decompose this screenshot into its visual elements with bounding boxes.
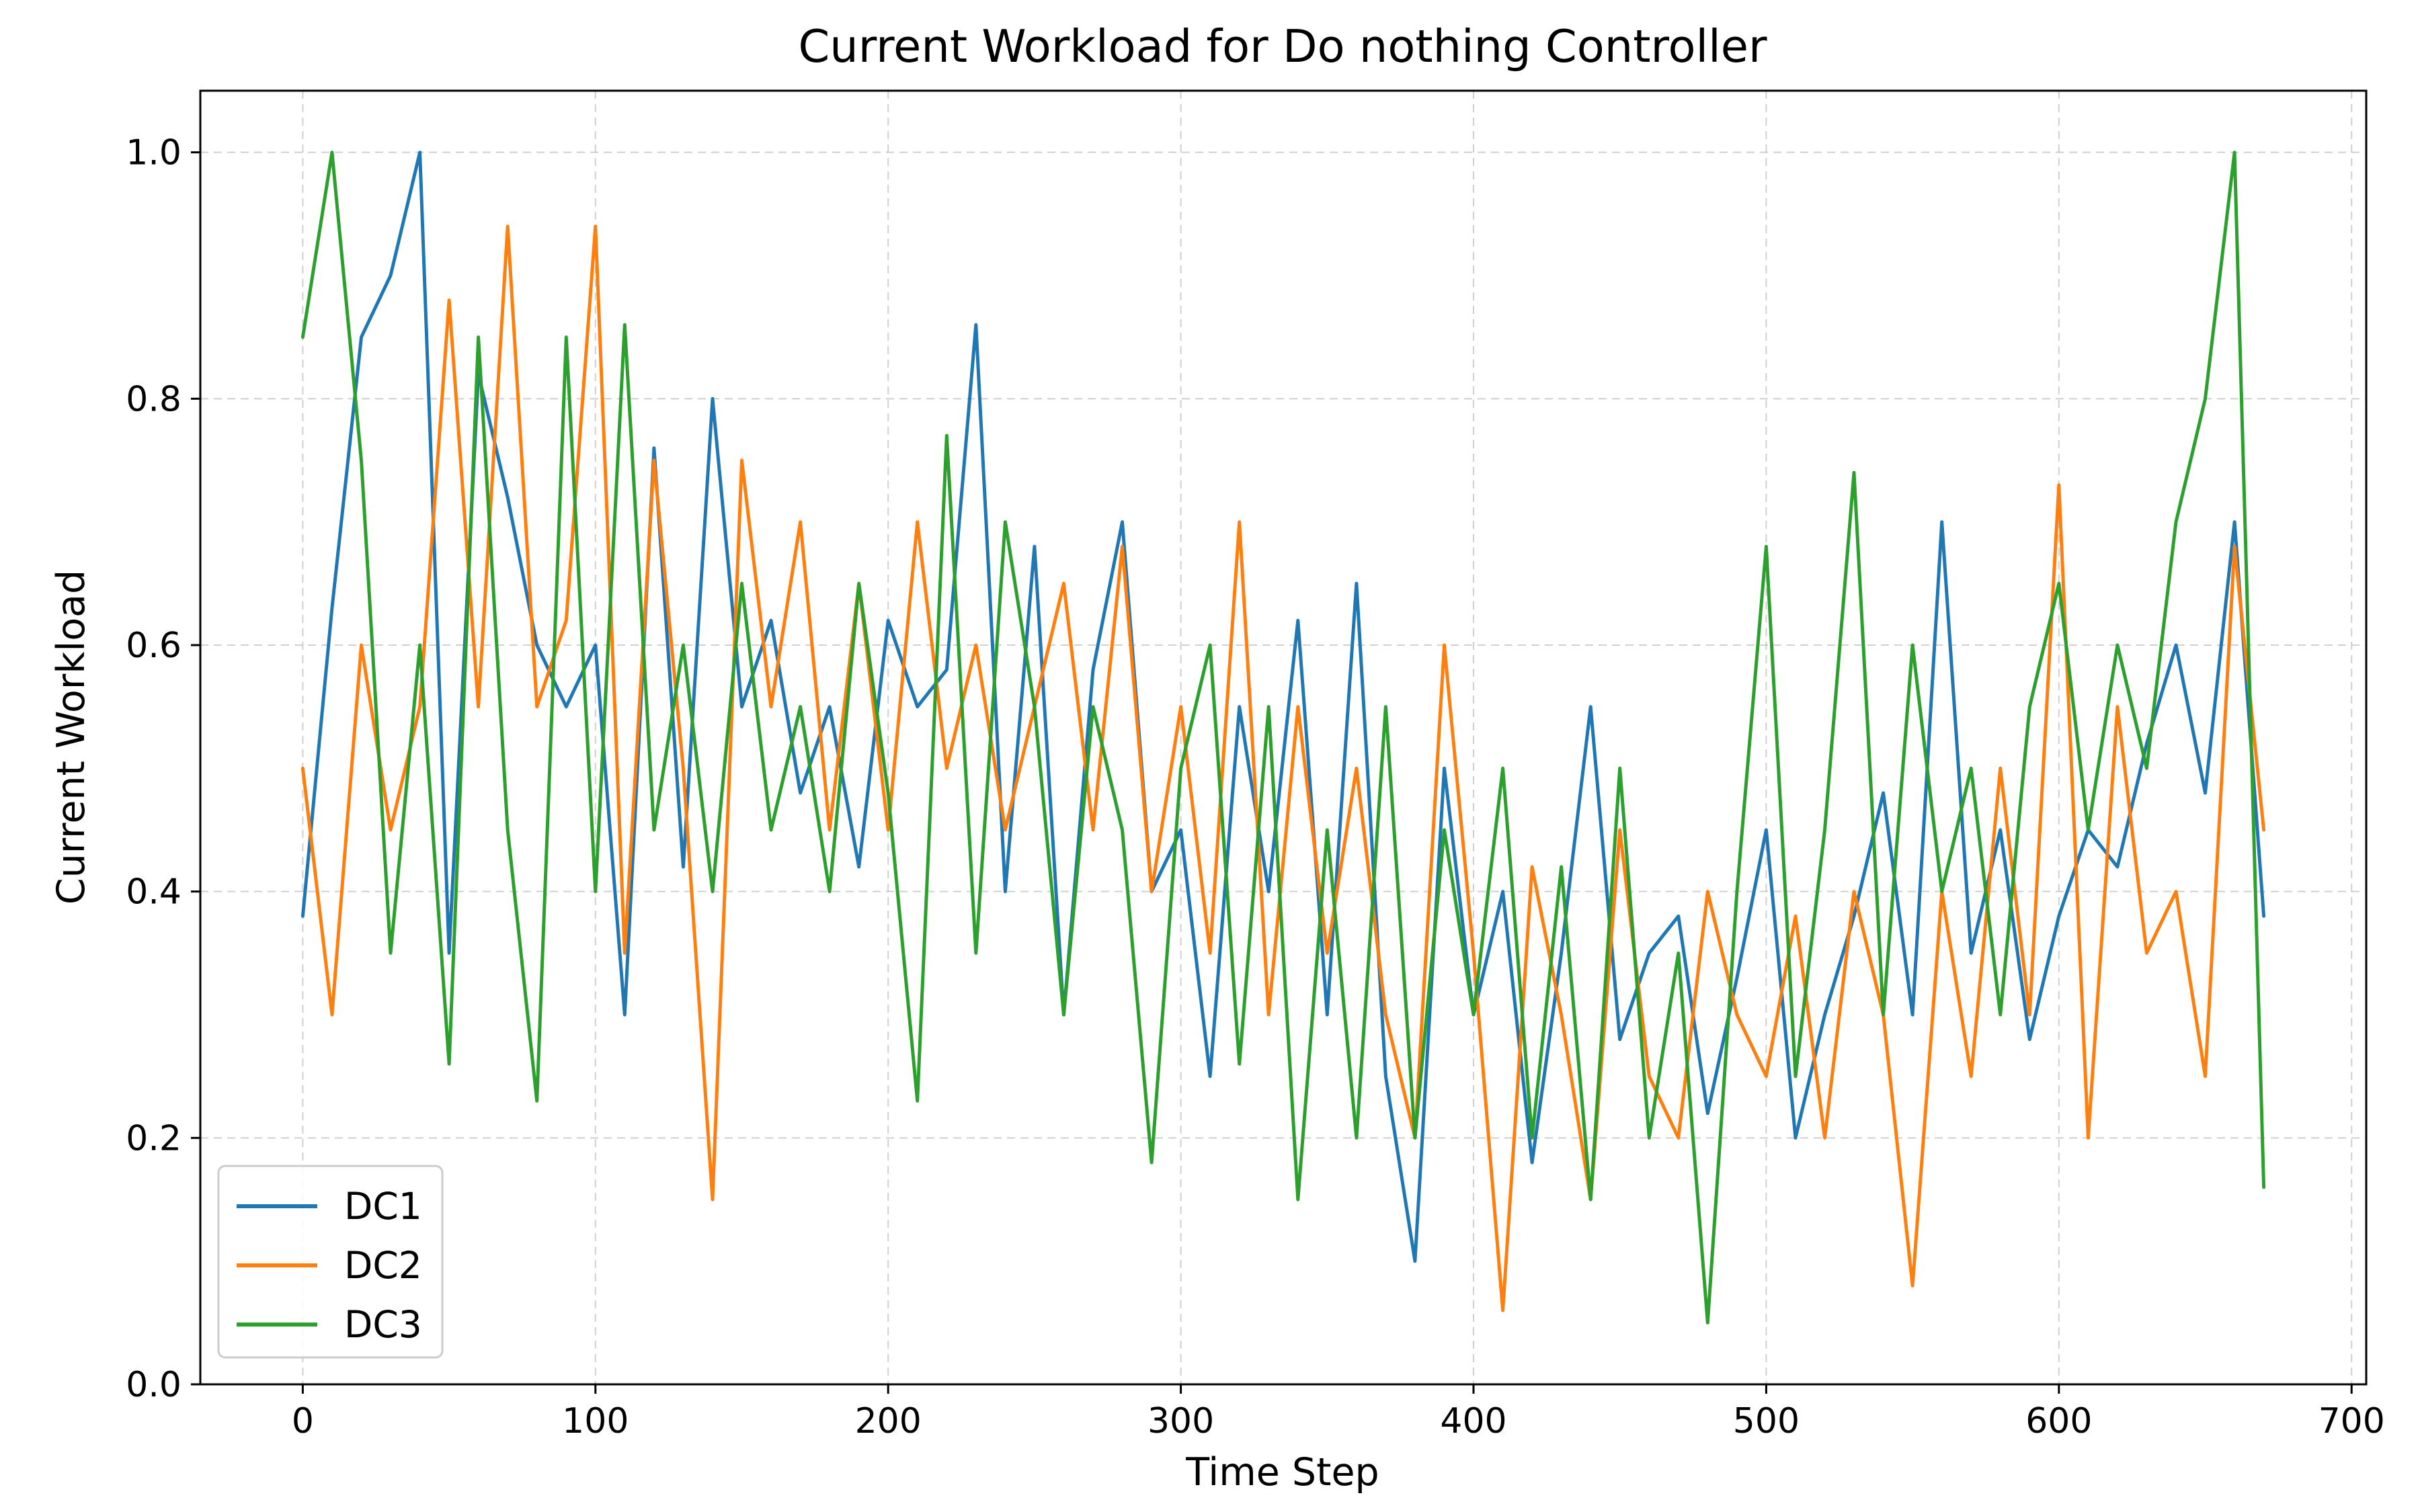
x-tick-label: 200 — [855, 1401, 922, 1441]
y-tick-label: 1.0 — [126, 133, 182, 173]
y-tick-label: 0.6 — [126, 626, 182, 666]
x-tick-label: 600 — [2025, 1401, 2092, 1441]
x-tick-label: 100 — [562, 1401, 629, 1441]
series-layer — [300, 151, 2266, 1325]
legend-label-dc3: DC3 — [344, 1303, 422, 1346]
x-axis-label: Time Step — [1185, 1450, 1379, 1495]
y-tick-label: 0.0 — [126, 1365, 182, 1405]
legend-box — [217, 1165, 444, 1359]
legend: DC1 DC2 DC3 — [217, 1165, 444, 1359]
plot-frame — [199, 89, 2368, 1386]
series-line-dc2 — [300, 224, 2266, 1312]
y-tick-label: 0.8 — [126, 379, 182, 419]
chart-title: Current Workload for Do nothing Controll… — [798, 20, 1767, 73]
ticks-layer: 0 100 200 300 400 500 600 700 0.0 0.2 0.4 0.6 0.8 1.0 — [126, 133, 2385, 1441]
y-tick-label: 0.4 — [126, 872, 182, 913]
y-axis-label: Current Workload — [49, 570, 93, 905]
x-tick-label: 500 — [1733, 1401, 1800, 1441]
x-tick-label: 400 — [1440, 1401, 1506, 1441]
legend-label-dc2: DC2 — [344, 1244, 422, 1287]
x-tick-label: 0 — [292, 1401, 314, 1441]
x-tick-label: 700 — [2318, 1401, 2385, 1441]
x-tick-label: 300 — [1147, 1401, 1214, 1441]
legend-label-dc1: DC1 — [344, 1185, 422, 1228]
series-line-dc1 — [300, 151, 2266, 1263]
y-tick-label: 0.2 — [126, 1118, 182, 1159]
series-line-dc3 — [300, 151, 2266, 1325]
